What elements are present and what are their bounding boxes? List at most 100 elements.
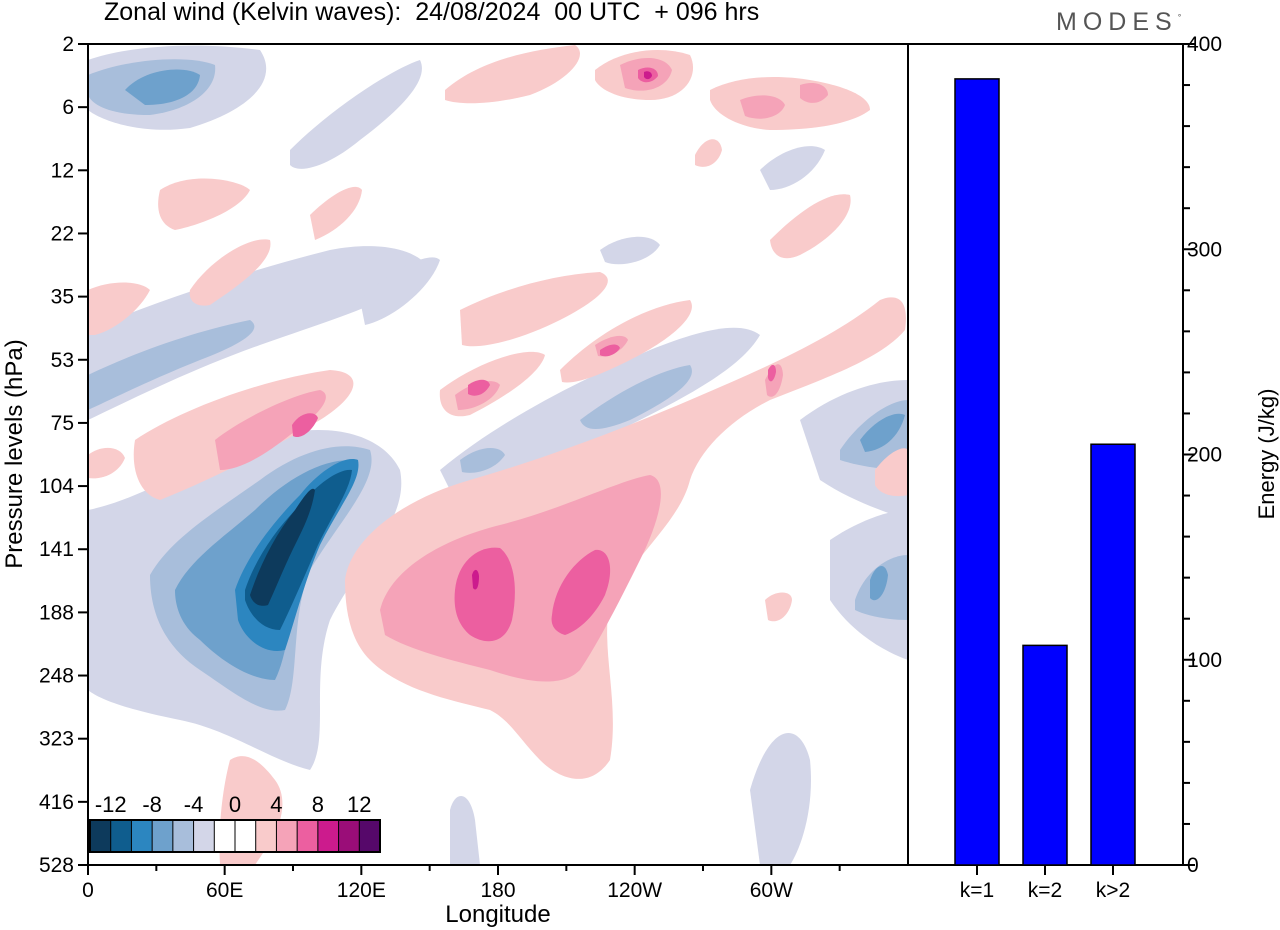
energy-axis-title: Energy (J/kg) [1254,389,1279,520]
contour-pos-pale [460,272,608,347]
y-tick-label: 416 [39,791,74,814]
contour-pos-4 [215,390,326,470]
colorbar-label: 8 [312,792,324,817]
y-axis-title: Pressure levels (hPa) [1,339,28,568]
x-tick-label: 180 [480,879,515,902]
contour-pos-8 [600,344,620,357]
y-tick-label: 141 [39,538,74,561]
contour-neg-12 [250,488,315,606]
energy-tick-label: 300 [1187,238,1222,261]
contour-pos-4 [455,381,500,410]
energy-bar [1022,644,1068,866]
y-tick-label: 104 [39,475,74,498]
y-axis-pressure: 2 6 12 22 35 53 75 104 141 188 248 323 416 528 [39,33,88,877]
bar-category-label: k>2 [1096,879,1130,902]
contour-neg-pale [450,796,480,865]
contour-neg-pale [600,236,660,265]
contour-pos-pale [445,45,580,104]
y-tick-label: 248 [39,665,74,688]
energy-bars [954,78,1136,866]
colorbar-label: -8 [142,792,162,817]
contour-pos-12 [472,569,479,590]
contour-pos-pale [189,239,271,306]
contour-pos-4 [380,475,661,682]
contour-neg-8 [870,565,888,601]
y-tick-label: 22 [51,222,74,245]
contour-neg-pale [360,257,440,325]
colorbar-swatch [193,820,215,852]
x-tick-label: 120W [607,879,662,902]
contour-neg-pale [750,732,811,865]
colorbar-swatch [297,820,319,852]
y-tick-label: 53 [51,349,74,372]
contour-pos-pale [88,447,125,479]
contour-pos-8 [454,547,515,642]
contour-pos-pale [765,592,792,622]
logo-text: MODES [1056,8,1178,36]
energy-tick-label: 100 [1187,649,1222,672]
contour-neg-4 [460,448,505,473]
contour-neg-pale [290,60,422,169]
chart-title: Zonal wind (Kelvin waves): 24/08/2024 00… [104,0,760,26]
contour-pos-pale [710,77,870,130]
colorbar-swatch [110,820,132,852]
contour-neg-4 [88,320,255,410]
contour-pos-pale [88,282,150,335]
y-tick-label: 2 [62,33,74,56]
colorbar-swatch [131,820,153,852]
contour-neg-4 [580,365,692,429]
bar-x-axis: k=1 k=2 k>2 [960,865,1130,902]
x-axis-title: Longitude [445,901,550,928]
y-tick-label: 323 [39,728,74,751]
bar-category-label: k=2 [1028,879,1062,902]
colorbar-label: -12 [95,792,127,817]
contour-pos-4 [800,83,828,103]
colorbar-swatch [276,820,298,852]
colorbar-label: -4 [184,792,204,817]
colorbar-swatch [338,820,360,852]
colorbar-label: 4 [270,792,282,817]
y-tick-label: 188 [39,601,74,624]
x-tick-label: 0 [82,879,94,902]
contour-pos-pale [310,186,362,240]
colorbar-label: 0 [229,792,241,817]
contour-pos-pale [770,194,851,259]
colorbar-swatch [152,820,174,852]
heatmap-field [88,45,908,865]
colorbar-swatch [90,820,112,852]
energy-tick-label: 200 [1187,444,1222,467]
contour-pos-8 [768,364,776,382]
y-tick-label: 35 [51,286,74,309]
contour-neg-8 [860,413,905,452]
y-tick-label: 6 [62,96,74,119]
x-tick-label: 60W [750,879,793,902]
colorbar-label: 12 [347,792,371,817]
modes-logo: MODES° [1056,8,1182,36]
x-axis-longitude: 0 60E 120E 180 120W 60W [82,865,841,902]
contour-pos-pale [695,139,722,167]
y-axis-energy: 0 100 200 300 400 [1183,33,1222,877]
colorbar-swatch [172,820,195,852]
contour-pos-pale [158,178,250,230]
colorbar-swatch [359,820,381,852]
colorbar-swatch [317,820,340,852]
contour-pos-8 [468,379,490,396]
contour-neg-8 [125,69,200,105]
colorbar-swatch [214,820,236,852]
contour-pos-12 [644,71,652,80]
colorbar-swatch [235,820,257,852]
y-tick-label: 528 [39,854,74,877]
contour-pos-8 [551,549,611,635]
energy-bar [1090,443,1136,866]
contour-neg-pale [760,146,825,190]
colorbar-swatch [255,820,277,852]
contour-pos-pale [875,448,908,497]
y-tick-label: 12 [51,159,74,182]
energy-tick-label: 0 [1187,854,1199,877]
contour-neg-pale [88,246,430,420]
contour-pos-4 [740,95,785,119]
bar-category-label: k=1 [960,879,994,902]
x-tick-label: 60E [206,879,243,902]
contour-pos-8 [292,413,318,438]
